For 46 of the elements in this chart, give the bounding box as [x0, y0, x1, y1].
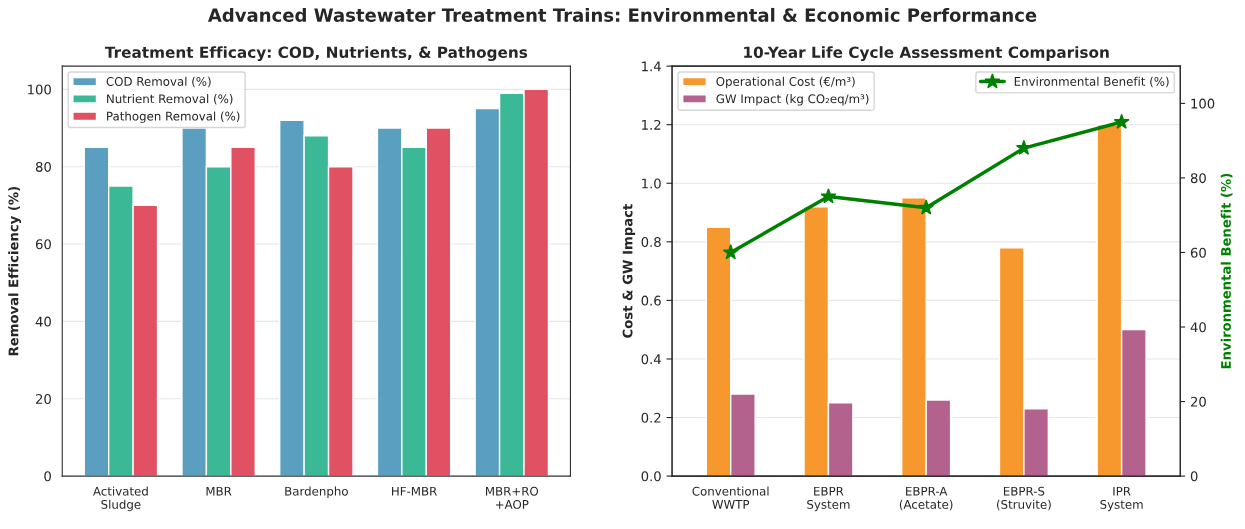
x-tick-label: MBR+RO +AOP — [486, 486, 539, 509]
y-tick-label: 1.2 — [642, 119, 661, 130]
x-tick-label: IPR System — [1100, 486, 1143, 512]
y2-tick-label: 80 — [1190, 173, 1206, 184]
x-tick-label: Activated Sludge — [93, 486, 148, 512]
legend-label: COD Removal (%) — [106, 76, 211, 88]
text: Advanced Wastewater Treatment Trains: Environmental & Economic Performance — [207, 7, 1037, 22]
y2-tick-label: 40 — [1190, 322, 1206, 333]
y-tick-label: 1.0 — [642, 178, 661, 189]
y-tick-label: 0.6 — [641, 295, 661, 306]
legend-label: Pathogen Removal (%) — [107, 111, 240, 123]
y-tick-label: 0.2 — [641, 412, 661, 423]
x-tick-label: HF-MBR — [392, 486, 437, 496]
y-tick-label: 80 — [35, 161, 51, 172]
y-axis-title: Removal Efficiency (%) — [8, 186, 22, 356]
x-tick-label: EBPR-A (Acetate) — [899, 486, 953, 511]
chart-title: 10-Year Life Cycle Assessment Comparison — [744, 46, 1109, 62]
point — [1113, 113, 1130, 129]
y2-axis-title: Environmental Benefit (%) — [1220, 173, 1233, 369]
y2-tick-label: 0 — [1190, 471, 1198, 482]
legend-label: GW Impact (kg CO₂eq/m³) — [716, 94, 869, 106]
point — [918, 199, 935, 215]
y-tick-label: 40 — [35, 316, 51, 327]
legend-label: Operational Cost (€/m³) — [716, 76, 855, 89]
point — [820, 188, 837, 204]
legend-label: Nutrient Removal (%) — [107, 94, 233, 105]
y-tick-label: 60 — [35, 239, 51, 250]
y-tick-label: 20 — [36, 393, 51, 404]
legend-label: Environmental Benefit (%) — [1014, 76, 1169, 88]
y-tick-label: 0.8 — [641, 237, 661, 248]
point — [722, 244, 739, 260]
x-tick-label: EBPR System — [807, 486, 850, 512]
y-tick-label: 0.4 — [641, 354, 661, 365]
x-tick-label: Conventional WWTP — [692, 486, 769, 509]
y-tick-label: 1.4 — [642, 61, 661, 72]
y-tick-label: 0 — [44, 471, 51, 482]
x-tick-label: MBR — [206, 486, 232, 496]
y-tick-label: 100 — [28, 84, 51, 95]
y-axis-title: Cost & GW Impact — [622, 204, 636, 338]
y2-tick-label: 100 — [1191, 98, 1215, 109]
y2-tick-label: 20 — [1190, 396, 1206, 407]
chart-title: Treatment Efficacy: COD, Nutrients, & Pathogens — [104, 46, 528, 62]
x-tick-label: EBPR-S (Struvite) — [996, 486, 1051, 511]
y-tick-label: 0.0 — [641, 471, 661, 482]
y2-tick-label: 60 — [1190, 247, 1206, 258]
x-tick-label: Bardenpho — [285, 486, 348, 498]
